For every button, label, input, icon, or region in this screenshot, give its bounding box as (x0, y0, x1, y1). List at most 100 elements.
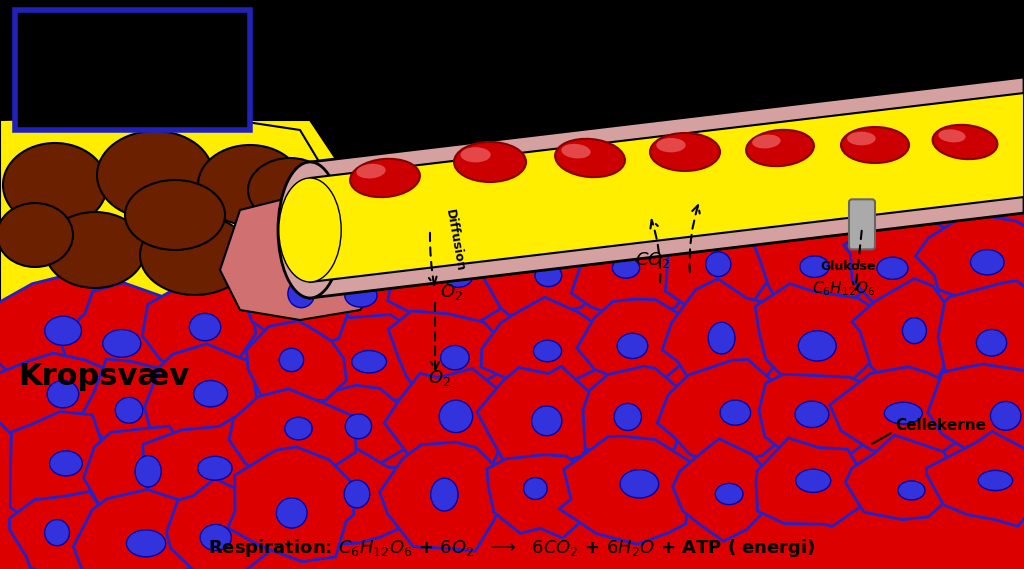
Ellipse shape (614, 403, 641, 431)
Polygon shape (927, 431, 1024, 526)
Polygon shape (9, 492, 111, 569)
Ellipse shape (706, 252, 731, 277)
Polygon shape (84, 426, 198, 527)
Ellipse shape (116, 397, 142, 423)
Ellipse shape (431, 478, 458, 511)
Polygon shape (663, 279, 795, 399)
Ellipse shape (45, 519, 70, 546)
Ellipse shape (200, 525, 231, 551)
Polygon shape (82, 359, 184, 451)
Ellipse shape (440, 345, 469, 370)
Ellipse shape (531, 406, 562, 436)
Ellipse shape (977, 329, 1007, 356)
Polygon shape (915, 215, 1024, 311)
Polygon shape (938, 281, 1024, 385)
Polygon shape (232, 243, 351, 351)
Polygon shape (0, 115, 340, 320)
Polygon shape (281, 315, 437, 402)
Ellipse shape (285, 417, 312, 440)
Ellipse shape (189, 314, 221, 341)
Polygon shape (0, 120, 350, 320)
Ellipse shape (280, 348, 303, 372)
Ellipse shape (535, 264, 562, 287)
Polygon shape (309, 244, 415, 335)
Polygon shape (142, 273, 256, 386)
Polygon shape (657, 360, 798, 465)
Ellipse shape (971, 250, 1005, 275)
Polygon shape (829, 367, 972, 454)
Polygon shape (759, 374, 891, 459)
Polygon shape (10, 411, 121, 530)
Ellipse shape (656, 138, 686, 152)
Ellipse shape (753, 135, 780, 149)
Polygon shape (673, 439, 783, 541)
Polygon shape (666, 219, 774, 323)
Ellipse shape (847, 131, 876, 145)
Ellipse shape (439, 400, 473, 432)
Ellipse shape (650, 133, 720, 171)
Polygon shape (247, 321, 346, 401)
Polygon shape (852, 278, 969, 392)
Ellipse shape (308, 284, 322, 296)
Polygon shape (59, 283, 196, 399)
Polygon shape (310, 93, 1024, 282)
Polygon shape (388, 230, 519, 334)
Ellipse shape (248, 158, 332, 222)
Polygon shape (167, 479, 271, 569)
Ellipse shape (978, 471, 1013, 490)
Ellipse shape (135, 456, 161, 487)
Text: Cellekerne: Cellekerne (895, 418, 986, 433)
Ellipse shape (276, 498, 307, 528)
Ellipse shape (620, 469, 658, 498)
Text: $O_2$: $O_2$ (440, 282, 463, 302)
Ellipse shape (898, 481, 925, 500)
Ellipse shape (561, 144, 591, 158)
Ellipse shape (198, 145, 302, 225)
Ellipse shape (0, 203, 73, 267)
Ellipse shape (523, 477, 547, 500)
Text: Glukose: Glukose (820, 260, 876, 273)
Ellipse shape (49, 451, 82, 476)
Ellipse shape (443, 262, 473, 287)
Polygon shape (571, 228, 701, 320)
Ellipse shape (709, 322, 735, 354)
Ellipse shape (800, 256, 829, 278)
Polygon shape (310, 77, 1024, 298)
Ellipse shape (877, 257, 908, 279)
Polygon shape (754, 224, 874, 310)
Ellipse shape (746, 130, 814, 166)
Ellipse shape (278, 162, 342, 298)
Polygon shape (844, 215, 952, 317)
Ellipse shape (351, 351, 386, 373)
Ellipse shape (242, 202, 338, 278)
Ellipse shape (126, 530, 166, 557)
Ellipse shape (350, 159, 420, 197)
Ellipse shape (47, 380, 79, 408)
Polygon shape (477, 366, 613, 471)
Ellipse shape (345, 414, 372, 439)
Polygon shape (388, 311, 518, 393)
Text: Diffusion: Diffusion (443, 209, 467, 273)
Text: Respiration: $C_6H_{12}O_6$ + $6O_2$  $\longrightarrow$  $6CO_2$ + $6H_2O$ + ATP: Respiration: $C_6H_{12}O_6$ + $6O_2$ $\l… (208, 537, 816, 559)
Polygon shape (143, 418, 270, 518)
Ellipse shape (715, 483, 743, 505)
Ellipse shape (102, 329, 141, 357)
Ellipse shape (356, 164, 386, 179)
Ellipse shape (534, 340, 561, 362)
Ellipse shape (125, 180, 225, 250)
Ellipse shape (799, 331, 837, 361)
Ellipse shape (795, 401, 828, 427)
Polygon shape (480, 224, 589, 315)
Text: $CO_2$: $CO_2$ (635, 250, 671, 270)
Polygon shape (487, 455, 592, 538)
FancyBboxPatch shape (849, 199, 874, 249)
Ellipse shape (140, 215, 250, 295)
Ellipse shape (617, 333, 648, 358)
Ellipse shape (555, 139, 625, 177)
Ellipse shape (345, 284, 377, 307)
Polygon shape (755, 284, 883, 386)
Polygon shape (559, 436, 691, 544)
Polygon shape (0, 353, 116, 453)
Polygon shape (756, 438, 874, 526)
Polygon shape (577, 299, 699, 391)
